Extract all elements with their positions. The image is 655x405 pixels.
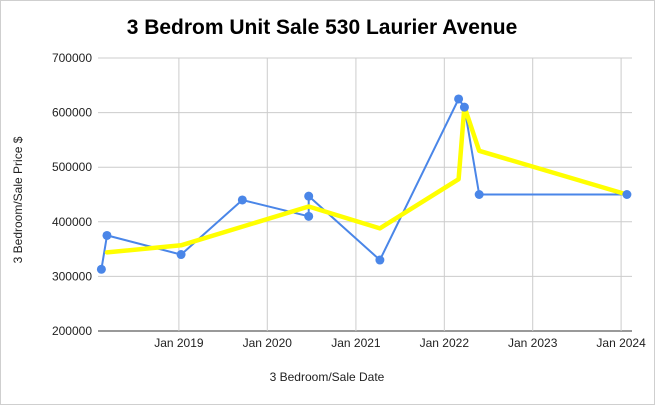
y-tick-label: 200000 [52, 324, 92, 338]
x-tick-label: Jan 2022 [420, 336, 470, 350]
gridlines [98, 57, 632, 332]
data-point[interactable] [622, 190, 632, 199]
data-point[interactable] [304, 191, 314, 201]
data-point[interactable] [375, 255, 385, 265]
data-point[interactable] [176, 250, 186, 260]
data-point[interactable] [459, 102, 469, 112]
x-axis-ticks: Jan 2019 Jan 2020 Jan 2021 Jan 2022 Jan 2023… [154, 336, 646, 350]
data-point[interactable] [304, 211, 314, 221]
y-tick-label: 700000 [52, 51, 92, 65]
y-tick-label: 300000 [52, 269, 92, 283]
data-point[interactable] [96, 264, 106, 274]
x-tick-label: Jan 2024 [596, 336, 646, 350]
x-axis-label: 3 Bedroom/Sale Date [270, 370, 385, 384]
trend-line [104, 104, 630, 255]
data-point[interactable] [237, 195, 247, 205]
y-axis-ticks: 700000 600000 500000 400000 300000 200000 [52, 51, 92, 338]
x-tick-label: Jan 2019 [154, 336, 204, 350]
y-axis-label: 3 Bedroom/Sale Price $ [11, 136, 25, 263]
y-tick-label: 500000 [52, 160, 92, 174]
data-point[interactable] [102, 230, 112, 240]
y-tick-label: 600000 [52, 106, 92, 120]
x-tick-label: Jan 2021 [331, 336, 381, 350]
y-tick-label: 400000 [52, 215, 92, 229]
data-point[interactable] [474, 190, 484, 199]
data-point[interactable] [454, 94, 464, 104]
x-tick-label: Jan 2023 [508, 336, 558, 350]
chart-title: 3 Bedrom Unit Sale 530 Laurier Avenue [127, 16, 518, 39]
x-tick-label: Jan 2020 [243, 336, 293, 350]
data-points [96, 94, 632, 274]
